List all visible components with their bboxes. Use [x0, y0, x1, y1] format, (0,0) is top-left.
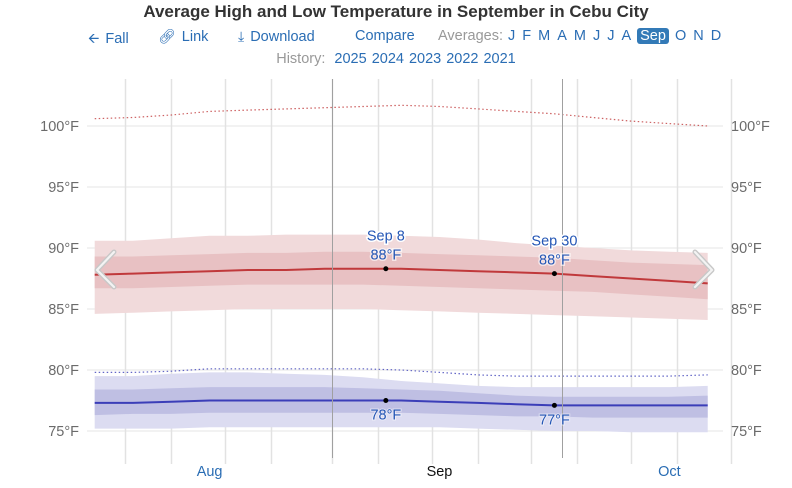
annotation-value-label: 77°F: [539, 412, 570, 428]
y-tick-label-left: 80°F: [48, 363, 79, 379]
month-link-7[interactable]: A: [621, 28, 632, 44]
annotation-date-label: Sep 30: [531, 234, 577, 250]
annotation-date-label: Sep 8: [367, 229, 405, 245]
y-tick-label-left: 85°F: [48, 302, 79, 318]
download-icon: ⤓: [238, 28, 245, 44]
link-icon: 🔗︎: [158, 28, 176, 44]
y-tick-label-right: 80°F: [731, 363, 762, 379]
low-average-line: [94, 399, 708, 407]
y-tick-label-right: 75°F: [731, 424, 762, 440]
y-tick-label-left: 75°F: [48, 424, 79, 440]
arrow-left-icon: 🡨: [88, 30, 100, 46]
history-year-2025[interactable]: 2025: [334, 51, 367, 67]
month-link-10[interactable]: N: [693, 28, 704, 44]
high-record-dotted-line: [94, 104, 708, 127]
download-label: Download: [250, 29, 315, 45]
chevron-left-icon-inner: [95, 250, 116, 289]
link-label: Link: [181, 29, 209, 45]
history-year-2022[interactable]: 2022: [446, 51, 479, 67]
history-year-2023[interactable]: 2023: [408, 51, 442, 67]
history-label: History:: [276, 51, 326, 67]
link-button[interactable]: 🔗︎ Link: [158, 28, 208, 45]
back-label: Fall: [105, 31, 129, 47]
month-link-5[interactable]: J: [592, 28, 601, 44]
history-year-2024[interactable]: 2024: [371, 51, 404, 67]
y-tick-label-right: 95°F: [731, 180, 762, 196]
x-tick-label-aug[interactable]: Aug: [197, 464, 223, 480]
month-link-2[interactable]: M: [538, 28, 551, 44]
history-year-2021[interactable]: 2021: [483, 51, 516, 67]
chart-title: Average High and Low Temperature in Sept…: [143, 2, 649, 21]
month-link-1[interactable]: F: [522, 28, 532, 44]
month-link-8[interactable]: Sep: [637, 28, 669, 44]
month-link-11[interactable]: D: [710, 28, 722, 44]
annotation-point: [551, 271, 557, 277]
chevron-right-icon-inner: [693, 250, 714, 289]
history-row: History: 2025 2024 2023 2022 2021: [0, 51, 792, 67]
y-tick-label-right: 85°F: [731, 302, 762, 318]
month-link-3[interactable]: A: [557, 28, 567, 44]
averages-label: Averages:: [438, 28, 504, 44]
month-link-0[interactable]: J: [508, 28, 516, 44]
high-average-line: [94, 267, 708, 285]
y-tick-label-left: 95°F: [48, 180, 79, 196]
x-tick-label-sep: Sep: [427, 464, 453, 480]
nav-bar: 🡨 Fall 🔗︎ Link ⤓ Download Compare Averages:…: [0, 28, 792, 48]
x-tick-label-oct[interactable]: Oct: [658, 464, 681, 480]
high-band-25-75: [94, 251, 708, 300]
compare-link[interactable]: Compare: [355, 28, 415, 44]
month-selector: J F M A M J J A Sep O N D: [508, 28, 728, 44]
month-link-4[interactable]: M: [573, 28, 586, 44]
annotation-point: [383, 266, 389, 272]
download-button[interactable]: ⤓ Download: [238, 28, 315, 45]
y-tick-label-left: 100°F: [40, 119, 79, 135]
y-tick-label-left: 90°F: [48, 241, 79, 257]
annotation-point: [551, 402, 557, 408]
annotation-value-label: 88°F: [539, 253, 570, 269]
annotation-point: [383, 398, 389, 403]
month-link-9[interactable]: O: [674, 28, 687, 44]
y-tick-label-right: 100°F: [731, 119, 770, 135]
y-tick-label-right: 90°F: [731, 241, 762, 257]
back-to-fall-link[interactable]: 🡨 Fall: [88, 28, 129, 52]
annotation-value-label: 78°F: [370, 408, 401, 424]
low-band-25-75: [94, 387, 708, 418]
annotation-value-label: 88°F: [370, 248, 401, 264]
month-link-6[interactable]: J: [607, 28, 615, 44]
